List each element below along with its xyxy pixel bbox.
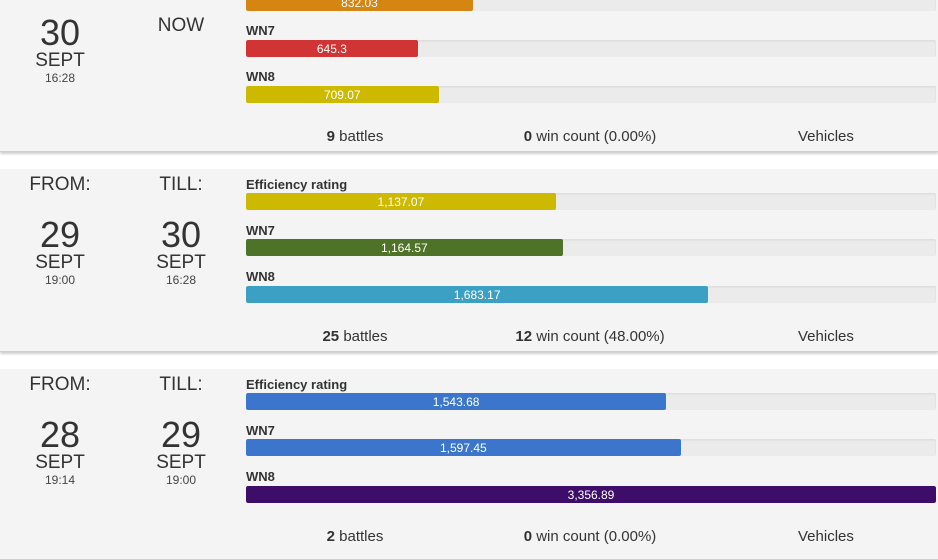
from-date: 29 SEPT 19:00 (0, 214, 120, 288)
from-time: 19:14 (44, 473, 76, 487)
win-count: 0 win count (0.00%) (490, 528, 690, 545)
wn8-bar: 3,356.89 (246, 486, 936, 503)
battles-number: 9 (326, 128, 335, 145)
till-day: 29 (160, 414, 202, 455)
till-time: 16:28 (165, 273, 197, 287)
wins-number: 12 (515, 328, 533, 345)
vehicles-link[interactable]: Vehicles (798, 128, 854, 145)
from-day: 29 (39, 214, 81, 255)
metric-label-wn7: WN7 (246, 23, 275, 38)
battles-count: 25 battles (300, 328, 410, 345)
metric-label-wn8: WN8 (246, 69, 275, 84)
wn7-bar-fill: 645.3 (246, 40, 418, 57)
metric-label-wn8: WN8 (246, 269, 275, 284)
wins-label: win count (0.00%) (536, 528, 657, 545)
win-count: 0 win count (0.00%) (490, 128, 690, 145)
wins-number: 0 (523, 528, 533, 545)
efficiency-bar-fill: 1,543.68 (246, 393, 667, 410)
wins-label: win count (48.00%) (536, 328, 665, 345)
wn8-bar: 709.07 (246, 86, 936, 103)
wn8-bar: 1,683.17 (246, 286, 936, 303)
from-month: SEPT (35, 50, 85, 71)
till-month: SEPT (156, 252, 206, 273)
from-day: 30 (39, 12, 81, 53)
session-panel-3: FROM: TILL: 28 SEPT 19:14 29 SEPT 19:00 … (0, 369, 938, 560)
battles-label: battles (339, 528, 384, 545)
wn7-bar: 645.3 (246, 40, 936, 57)
from-date: 30 SEPT 16:28 (0, 12, 120, 86)
from-date: 28 SEPT 19:14 (0, 414, 120, 488)
metric-label-efficiency: Efficiency rating (246, 377, 348, 392)
metric-label-wn8: WN8 (246, 469, 275, 484)
wn7-bar: 1,164.57 (246, 239, 936, 256)
efficiency-bar: 832.03 (246, 0, 936, 11)
till-date: 29 SEPT 19:00 (121, 414, 241, 488)
till-day: 30 (160, 214, 202, 255)
from-day: 28 (39, 414, 81, 455)
metric-label-wn7: WN7 (246, 423, 275, 438)
till-header: TILL: (159, 174, 203, 195)
metric-label-wn7: WN7 (246, 223, 275, 238)
win-count: 12 win count (48.00%) (490, 328, 690, 345)
from-month: SEPT (35, 252, 85, 273)
battles-number: 2 (326, 528, 335, 545)
battles-count: 2 battles (300, 528, 410, 545)
from-header: FROM: (29, 374, 91, 395)
efficiency-bar: 1,543.68 (246, 393, 936, 410)
from-header: FROM: (29, 174, 91, 195)
battles-label: battles (339, 128, 384, 145)
wn8-bar-fill: 709.07 (246, 86, 439, 103)
efficiency-bar-fill: 832.03 (246, 0, 473, 11)
metric-label-efficiency: Efficiency rating (246, 177, 348, 192)
till-month: SEPT (156, 452, 206, 473)
from-month: SEPT (35, 452, 85, 473)
wins-label: win count (0.00%) (536, 128, 657, 145)
till-header: TILL: (159, 374, 203, 395)
battles-count: 9 battles (300, 128, 410, 145)
wn8-bar-fill: 1,683.17 (246, 286, 709, 303)
efficiency-bar-fill: 1,137.07 (246, 193, 556, 210)
till-header: NOW (157, 15, 205, 36)
till-date: 30 SEPT 16:28 (121, 214, 241, 288)
session-panel-2: FROM: TILL: 29 SEPT 19:00 30 SEPT 16:28 … (0, 169, 938, 352)
vehicles-link[interactable]: Vehicles (798, 328, 854, 345)
wins-number: 0 (523, 128, 533, 145)
efficiency-bar: 1,137.07 (246, 193, 936, 210)
from-time: 16:28 (44, 71, 76, 85)
till-time: 19:00 (165, 473, 197, 487)
wn7-bar-fill: 1,164.57 (246, 239, 563, 256)
wn7-bar: 1,597.45 (246, 439, 936, 456)
battles-number: 25 (322, 328, 340, 345)
wn7-bar-fill: 1,597.45 (246, 439, 681, 456)
from-time: 19:00 (44, 273, 76, 287)
wn8-bar-fill: 3,356.89 (246, 486, 936, 503)
vehicles-link[interactable]: Vehicles (798, 528, 854, 545)
session-panel-1: 30 SEPT 16:28 NOW 832.03 WN7 645.3 WN8 7… (0, 0, 938, 152)
battles-label: battles (343, 328, 388, 345)
